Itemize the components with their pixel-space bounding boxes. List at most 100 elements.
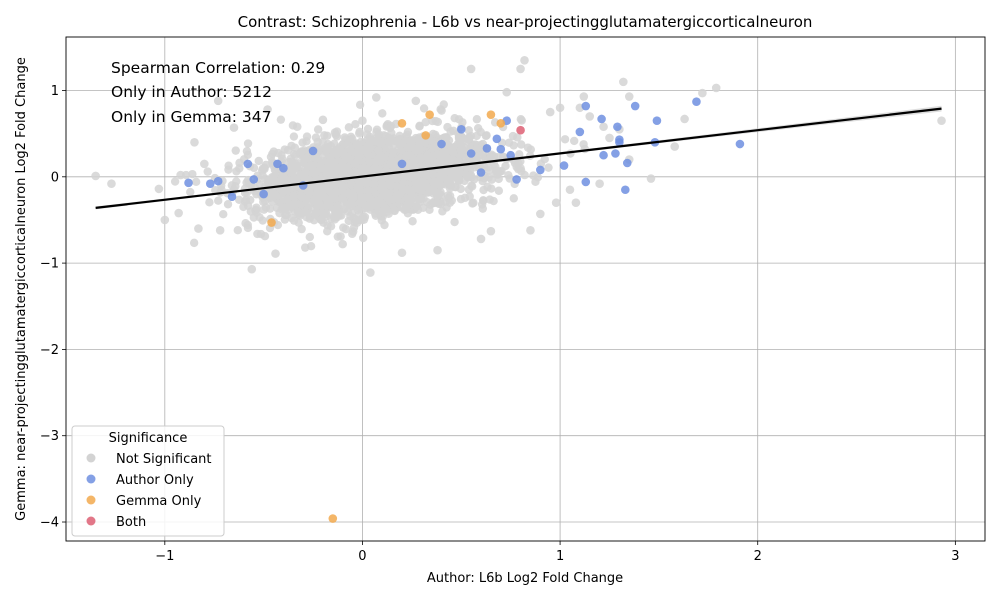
not-significant-point bbox=[241, 219, 250, 228]
not-significant-point bbox=[305, 188, 314, 198]
not-significant-point bbox=[219, 209, 228, 219]
not-significant-point bbox=[252, 203, 261, 212]
not-significant-point bbox=[336, 232, 345, 241]
not-significant-point bbox=[313, 125, 323, 134]
not-significant-point bbox=[484, 162, 493, 172]
not-significant-point bbox=[323, 227, 332, 236]
not-significant-point bbox=[363, 124, 373, 134]
not-significant-point bbox=[258, 164, 268, 173]
not-significant-point bbox=[278, 170, 288, 180]
not-significant-point bbox=[516, 64, 525, 74]
x-tick-label: 2 bbox=[754, 549, 762, 564]
not-significant-point bbox=[358, 233, 368, 243]
not-significant-point bbox=[352, 148, 361, 157]
not-significant-point bbox=[454, 176, 464, 186]
y-axis-title: Gemma: near-projectingglutamatergiccorti… bbox=[14, 57, 29, 521]
not-significant-point bbox=[515, 150, 524, 159]
not-significant-point bbox=[318, 115, 328, 125]
not-significant-point bbox=[646, 174, 656, 183]
not-significant-point bbox=[284, 201, 294, 211]
not-significant-point bbox=[380, 186, 389, 196]
x-tick-label: 1 bbox=[556, 549, 564, 564]
not-significant-point bbox=[266, 152, 276, 162]
author-only-point bbox=[630, 101, 640, 111]
author-only-point bbox=[611, 149, 620, 158]
not-significant-point bbox=[243, 139, 253, 148]
not-significant-point bbox=[256, 229, 266, 239]
not-significant-point bbox=[200, 159, 209, 169]
not-significant-point bbox=[509, 194, 518, 203]
not-significant-point bbox=[292, 122, 302, 132]
not-significant-point bbox=[411, 96, 421, 106]
not-significant-point bbox=[468, 199, 477, 208]
not-significant-point bbox=[544, 163, 553, 172]
not-significant-point bbox=[475, 151, 485, 160]
not-significant-point bbox=[348, 229, 357, 239]
author-only-point bbox=[227, 192, 237, 201]
not-significant-point bbox=[351, 120, 360, 129]
not-significant-point bbox=[283, 195, 292, 204]
x-tick-label: −1 bbox=[155, 549, 174, 564]
not-significant-point bbox=[319, 210, 329, 219]
not-significant-point bbox=[223, 200, 233, 209]
not-significant-point bbox=[397, 182, 406, 192]
not-significant-point bbox=[215, 226, 225, 235]
not-significant-point bbox=[229, 123, 239, 132]
not-significant-cloud bbox=[170, 100, 590, 252]
not-significant-point bbox=[410, 156, 419, 165]
not-significant-point bbox=[380, 203, 390, 213]
not-significant-point bbox=[450, 217, 459, 227]
not-significant-point bbox=[523, 143, 533, 152]
not-significant-point bbox=[670, 142, 680, 151]
author-only-point bbox=[308, 146, 318, 156]
not-significant-point bbox=[422, 171, 431, 180]
not-significant-point bbox=[429, 184, 438, 194]
not-significant-point bbox=[531, 177, 540, 187]
not-significant-point bbox=[191, 177, 201, 187]
not-significant-point bbox=[361, 144, 370, 154]
not-significant-point bbox=[107, 179, 116, 189]
author-only-point bbox=[652, 116, 662, 126]
not-significant-point bbox=[599, 122, 608, 132]
x-axis-ticks: −1 0 1 2 3 bbox=[155, 541, 959, 564]
not-significant-point bbox=[680, 114, 689, 124]
y-tick-label: −4 bbox=[40, 516, 59, 531]
not-significant-point bbox=[338, 193, 347, 203]
not-significant-point bbox=[291, 201, 300, 210]
not-significant-point bbox=[301, 207, 310, 217]
not-significant-point bbox=[380, 220, 389, 230]
not-significant-point bbox=[551, 198, 561, 207]
not-significant-point bbox=[493, 152, 502, 162]
not-significant-point bbox=[371, 93, 381, 102]
not-significant-point bbox=[595, 179, 604, 189]
not-significant-point bbox=[440, 168, 449, 177]
not-significant-point bbox=[300, 243, 310, 252]
not-significant-point bbox=[249, 163, 259, 173]
gemma-only-point bbox=[421, 131, 430, 140]
not-significant-point bbox=[174, 208, 183, 218]
not-significant-point bbox=[504, 138, 514, 147]
author-only-point bbox=[243, 159, 253, 169]
author-only-point bbox=[213, 176, 223, 186]
not-significant-point bbox=[242, 178, 251, 187]
author-only-point bbox=[692, 97, 701, 107]
author-only-point bbox=[466, 149, 476, 158]
not-significant-point bbox=[186, 187, 195, 197]
y-axis-ticks: −4 −3 −2 −1 0 1 bbox=[40, 84, 66, 531]
not-significant-point bbox=[354, 156, 363, 165]
gemma-only-point bbox=[425, 110, 434, 119]
not-significant-point bbox=[233, 226, 242, 235]
not-significant-point bbox=[454, 115, 464, 124]
gemma-only-point bbox=[496, 119, 506, 128]
not-significant-point bbox=[301, 154, 311, 163]
legend-marker-not-significant bbox=[86, 453, 96, 463]
author-only-point bbox=[581, 177, 591, 187]
y-tick-label: −1 bbox=[40, 257, 59, 272]
not-significant-point bbox=[408, 217, 417, 226]
author-only-annotation: Only in Author: 5212 bbox=[111, 83, 272, 101]
chart-title: Contrast: Schizophrenia - L6b vs near-pr… bbox=[238, 13, 813, 31]
author-only-point bbox=[397, 159, 407, 169]
not-significant-point bbox=[516, 140, 526, 149]
author-only-point bbox=[559, 161, 569, 170]
